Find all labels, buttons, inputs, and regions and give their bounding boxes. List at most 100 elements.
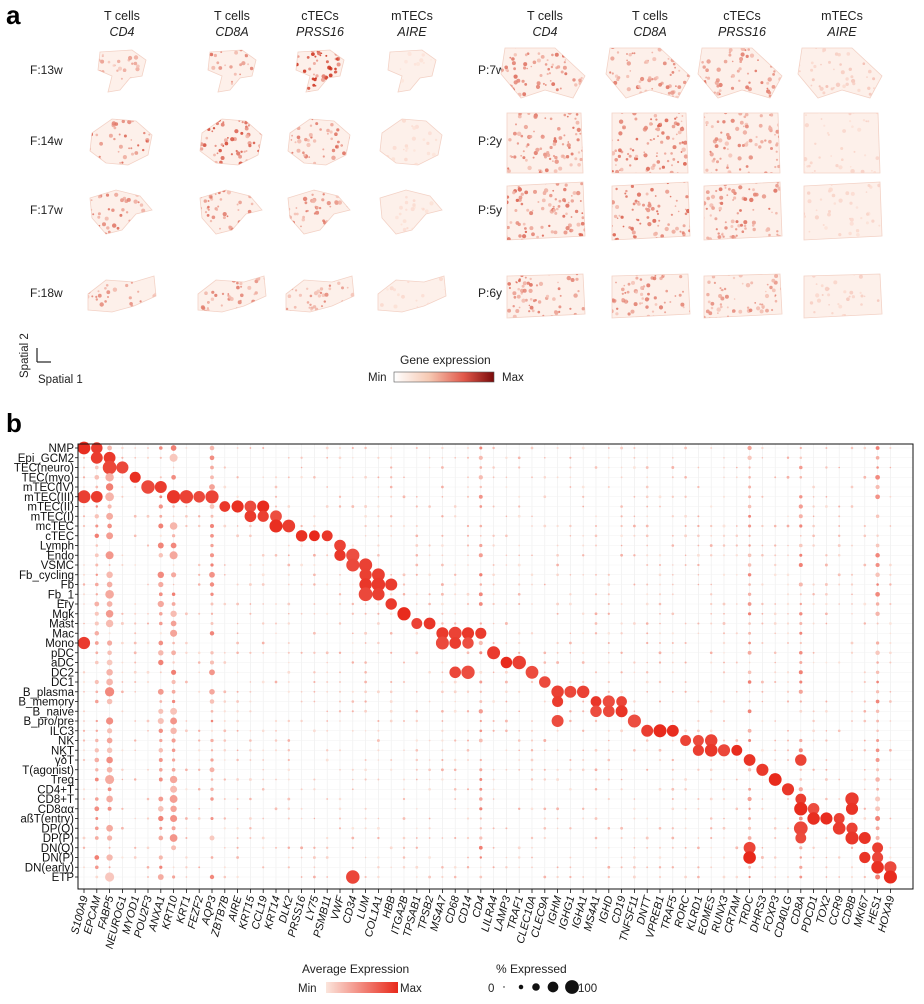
dot-Mac-AIRE xyxy=(236,632,239,635)
dot-DN(early)-HBB xyxy=(390,866,393,869)
dot-Ery-ANXA1 xyxy=(157,600,164,608)
dot-Ery-FABP5 xyxy=(106,601,113,607)
dot-TEC(myo)-CD34 xyxy=(351,476,354,479)
dot-Fb_1-COL1A1 xyxy=(372,588,385,601)
dot-CD8+T-POU2F3 xyxy=(146,797,150,801)
dot-DC2-FABP5 xyxy=(106,669,113,676)
dot-DP(P)-KRT1 xyxy=(185,837,188,839)
dot-DP(P)-TPSAB1 xyxy=(415,837,418,839)
dot-VSMC-LUM xyxy=(359,558,373,572)
dot-Treg-CD68 xyxy=(454,778,456,781)
dot-NKT-AIRE xyxy=(236,749,239,752)
dot-NMP-PSMB11 xyxy=(325,446,329,450)
dot-DP(Q)-LUM xyxy=(364,827,367,830)
dot-VSMC-TOX2 xyxy=(824,563,828,567)
dot-Mono-DLK2 xyxy=(287,642,290,644)
dot-aßT(entry)-KRT1 xyxy=(185,817,188,820)
dot-mTEC(IV)-AQP3 xyxy=(209,484,215,490)
dot-DN(Q)-HES1 xyxy=(872,842,884,854)
dot-B_plasma-DLK2 xyxy=(287,690,290,693)
dot-DC1-CD68 xyxy=(453,680,457,684)
dot-B_naive-TOX2 xyxy=(825,710,828,713)
dot-NK-TPSB2 xyxy=(428,739,431,742)
dot-Fb_1-EOMES xyxy=(710,593,713,596)
dot-mTEC(III)-TRDC xyxy=(748,495,752,499)
dot-NK-S100A9 xyxy=(82,739,86,742)
dot-T(agonist)-ANXA1 xyxy=(158,767,163,772)
dot-CD8+T-RUNX3 xyxy=(722,797,726,801)
dot-B_naive-IGHD xyxy=(602,705,615,718)
dot-Mast-AQP3 xyxy=(210,622,214,625)
dot-Fb_1-CD14 xyxy=(466,592,470,596)
expression-speckles xyxy=(507,274,585,318)
dot-aßT(entry)-ITGA2B xyxy=(402,817,406,820)
tissue-section xyxy=(611,273,691,319)
dot-TEC(myo)-TRDC xyxy=(748,476,751,479)
dot-DN(early)-COL1A1 xyxy=(377,866,380,869)
dot-T(agonist)-CD19 xyxy=(620,769,623,771)
dot-DC2-MS4A1 xyxy=(594,671,598,674)
dot-ETP-KLRD1 xyxy=(697,875,700,879)
tissue-section xyxy=(287,118,351,166)
dot-DC2-TRAF5 xyxy=(671,671,674,674)
dot-Mac-VPREB1 xyxy=(659,632,661,635)
dot-VSMC-DLK2 xyxy=(287,563,291,567)
dot-NKT-CLEC9A xyxy=(543,749,546,752)
dot-mTEC(III)-TRAF5 xyxy=(671,495,674,498)
dot-pDC-PRSS16 xyxy=(300,651,303,654)
dot-Lymph-ANXA1 xyxy=(157,542,164,549)
dot-B_naive-HES1 xyxy=(875,709,880,714)
dot-Mac-IGHG1 xyxy=(569,632,572,635)
dot-DN(early)-TOX2 xyxy=(825,866,828,869)
dot-aßT(entry)-CD4 xyxy=(479,817,482,820)
dot-Fb-HES1 xyxy=(876,583,879,586)
dot-TEC(myo)-FABP5 xyxy=(105,473,114,482)
dot-mTEC(II)-TRDC xyxy=(747,504,752,509)
dot-DN(early)-LY75 xyxy=(313,866,316,869)
dot-DN(early)-CD8A xyxy=(799,865,803,869)
dot-CD8αα-CD4 xyxy=(479,807,483,811)
dot-DN(Q)-CD4 xyxy=(478,845,483,850)
dot-NK-MYOD1 xyxy=(134,739,137,742)
dot-cTEC-AQP3 xyxy=(210,533,214,538)
dot-cTEC-KRT15 xyxy=(249,534,252,538)
dot-NKT-DHRS3 xyxy=(761,748,764,752)
dot-DC2-CLEC10A xyxy=(525,665,539,679)
dot-Fb_cycling-LILRA4 xyxy=(492,573,495,577)
dot-B_naive-KRT10 xyxy=(170,707,178,715)
dot-DN(P)-IGHG1 xyxy=(569,856,572,859)
postnatal-sample-label: P:2y xyxy=(478,134,502,148)
dot-cTEC-CD4 xyxy=(479,534,482,537)
dot-Mast-MKI67 xyxy=(863,622,867,625)
dot-mTEC(IV)-NEUROG1 xyxy=(121,485,124,489)
dot-NK-MKI67 xyxy=(863,739,866,742)
dot-mTEC(II)-ZBTB7B xyxy=(219,501,231,512)
dot-aDC-ZBTB7B xyxy=(223,661,227,664)
dot-DN(Q)-AIRE xyxy=(236,846,239,849)
dot-B_memory-CD68 xyxy=(454,700,456,703)
size-legend-dot xyxy=(547,981,559,993)
dotplot-gridlines xyxy=(78,444,913,889)
dot-B_plasma-LAMP3 xyxy=(505,690,508,694)
dot-NMP-EOMES xyxy=(710,447,713,449)
dot-DP(P)-COL1A1 xyxy=(377,836,380,840)
dot-Treg-CRTAM xyxy=(735,778,738,781)
dot-DP(Q)-CD8A xyxy=(793,821,808,836)
dot-CD8+T-PSMB11 xyxy=(326,798,329,800)
dot-CD8αα-PDCD1 xyxy=(807,803,820,815)
dot-mTEC(I)-MS4A1 xyxy=(595,515,597,518)
dot-DP(Q)-KRT1 xyxy=(185,827,188,830)
dot-Fb-KLRD1 xyxy=(697,583,700,586)
dot-DC1-CD8A xyxy=(799,680,803,684)
dot-B_plasma-KRT10 xyxy=(171,689,176,694)
dot-Mac-CD19 xyxy=(620,632,623,635)
dot-Fb_1-MS4A1 xyxy=(594,593,598,596)
dot-ILC3-CD19 xyxy=(620,729,623,733)
dot-Ery-IGHM xyxy=(556,602,559,606)
dot-mTEC(III)-CD4 xyxy=(478,494,483,499)
dot-DP(P)-MS4A1 xyxy=(594,836,598,840)
dot-mTEC(III)-DNTT xyxy=(645,495,649,499)
dot-Lymph-PDCD1 xyxy=(812,544,815,547)
dot-B_pro/pre-ITGA2B xyxy=(403,720,405,722)
dot-T(agonist)-CD4 xyxy=(479,768,483,772)
